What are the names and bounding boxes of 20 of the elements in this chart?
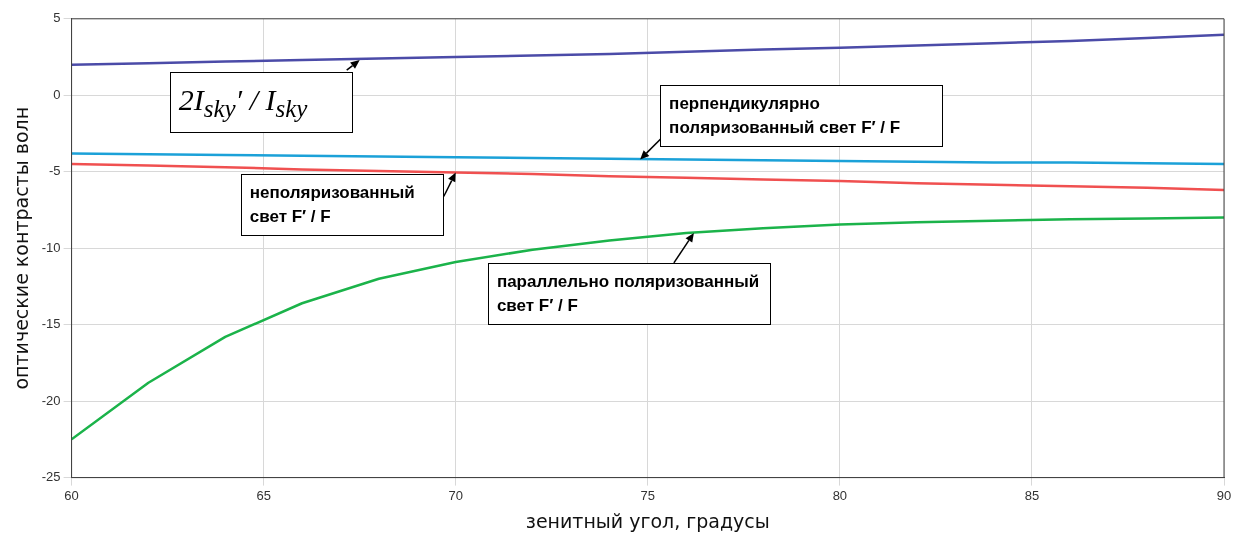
x-tick-label: 75	[640, 487, 656, 503]
y-tick-label: -10	[41, 239, 61, 255]
x-tick-label: 65	[256, 487, 271, 503]
annotation: перпендикулярно поляризованный свет F′ / F	[660, 85, 944, 148]
y-tick-label: 5	[53, 10, 61, 26]
annotation: 2I$_{sky}$′ / I$_{sky}$	[169, 72, 353, 134]
annotation: неполяризованный свет F′ / F	[240, 174, 444, 237]
y-tick-label: -25	[41, 469, 61, 485]
x-tick-label: 90	[1216, 487, 1232, 503]
x-tick-label: 80	[832, 487, 848, 503]
y-tick-label: -20	[41, 392, 61, 408]
annotation: параллельно поляризованный свет F′ / F	[487, 262, 771, 325]
y-tick-label: -5	[49, 163, 61, 179]
x-axis-title: зенитный угол, градусы	[525, 509, 770, 532]
y-tick-label: -15	[41, 316, 61, 332]
x-tick-label: 70	[448, 487, 463, 503]
y-tick-label: 0	[53, 86, 61, 102]
x-tick-label: 85	[1024, 487, 1040, 503]
y-axis-title: оптические контрасты волн	[10, 106, 33, 390]
x-tick-label: 60	[64, 487, 79, 503]
